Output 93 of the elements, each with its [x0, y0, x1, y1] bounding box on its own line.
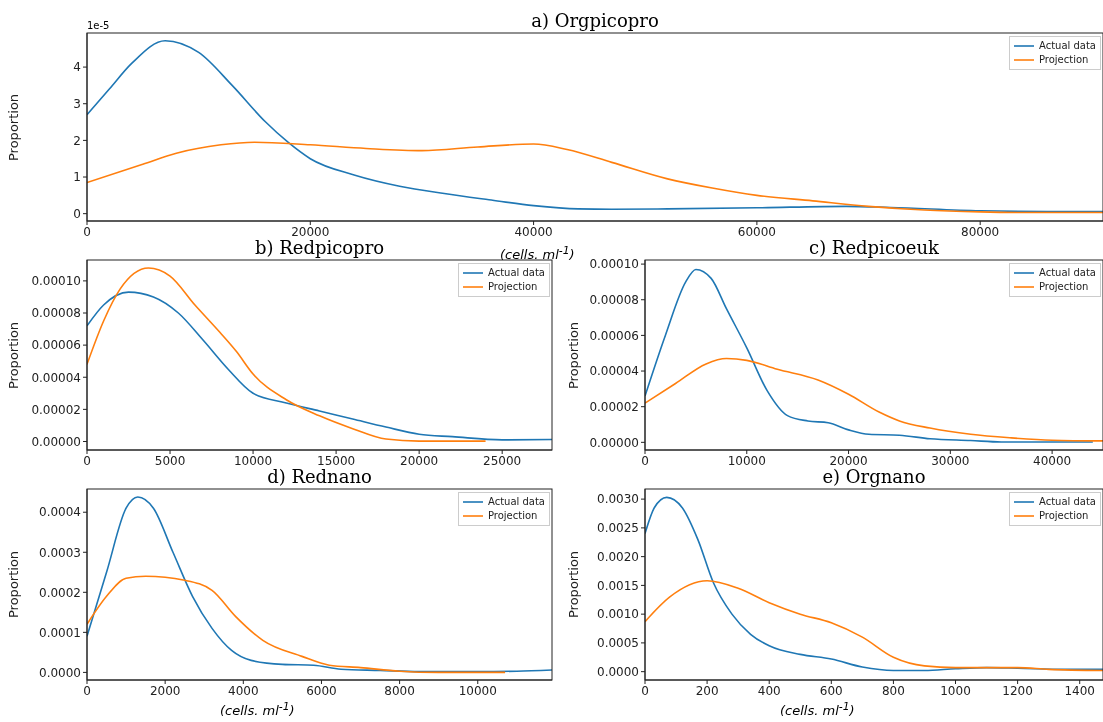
x-tick-label: 40000 [1033, 453, 1072, 468]
y-tick-label: 0.00004 [31, 370, 81, 385]
chart-title: b) Redpicopro [254, 237, 385, 258]
y-tick-label: 0.0001 [39, 625, 81, 640]
y-tick-label: 0.0020 [597, 549, 639, 564]
y-axis-title: Proportion [6, 320, 21, 391]
line-series [87, 39, 1103, 213]
y-tick-label: 0.00000 [589, 435, 639, 450]
line-series [645, 268, 1094, 443]
line-series [645, 496, 1103, 672]
y-tick-label: 4 [73, 60, 81, 75]
line-series [645, 357, 1103, 442]
y-tick-label: 0.0002 [39, 585, 81, 600]
legend-label: Projection [1038, 280, 1089, 294]
chart-title: a) Orgpicopro [531, 10, 659, 31]
x-tick-label: 20000 [291, 224, 330, 239]
y-tick-label: 0.0005 [597, 636, 639, 651]
x-tick-label: 8000 [384, 683, 415, 698]
x-axis-title: (cells. ml$^{-1}$) [220, 700, 295, 719]
x-tick-label: 10000 [458, 683, 497, 698]
x-tick-label: 60000 [737, 224, 776, 239]
text: 1e-5 [87, 20, 110, 31]
x-tick-label: 0 [641, 683, 649, 698]
x-axis-title: (cells. ml$^{-1}$) [500, 244, 575, 263]
y-axis-title: Proportion [566, 549, 581, 621]
line-series [87, 267, 487, 442]
line-series [645, 579, 1103, 672]
x-tick-label: 4000 [228, 683, 259, 698]
x-tick-label: 10000 [727, 453, 766, 468]
y-tick-label: 0.00008 [31, 306, 81, 321]
y-tick-label: 0.0010 [597, 607, 639, 622]
x-tick-label: 800 [881, 683, 905, 698]
chart-title: e) Orgnano [821, 466, 927, 487]
y-tick-label: 0.0015 [597, 578, 639, 593]
legend-label: Actual data [1038, 266, 1096, 280]
y-tick-label: 1 [73, 170, 81, 185]
x-tick-label: 0 [641, 453, 649, 468]
legend-label: Projection [1038, 53, 1089, 67]
line-series [87, 141, 1103, 214]
x-tick-label: 6000 [306, 683, 337, 698]
y-tick-label: 0.0000 [39, 665, 81, 680]
legend-label: Actual data [487, 495, 545, 509]
legend-label: Projection [1038, 509, 1089, 523]
x-tick-label: 2000 [149, 683, 181, 698]
y-tick-label: 0.00002 [31, 402, 81, 417]
x-tick-label: 600 [819, 683, 843, 698]
x-axis-title: (cells. ml$^{-1}$) [780, 700, 855, 719]
x-tick-label: 0 [83, 453, 91, 468]
x-tick-label: 40000 [514, 224, 553, 239]
x-tick-label: 30000 [931, 453, 970, 468]
y-tick-label: 0.00004 [589, 364, 639, 379]
x-tick-label: 1000 [940, 683, 971, 698]
y-tick-label: 0.00008 [589, 293, 639, 308]
x-tick-label: 80000 [961, 224, 1000, 239]
legend-label: Projection [487, 509, 538, 523]
x-tick-label: 5000 [154, 453, 186, 468]
y-tick-label: 3 [73, 96, 81, 111]
x-tick-label: 15000 [317, 453, 356, 468]
line-series [87, 496, 552, 673]
y-tick-label: 0.00000 [31, 434, 81, 449]
y-tick-label: 0 [73, 206, 81, 221]
x-tick-label: 20000 [400, 453, 439, 468]
y-tick-label: 0.00010 [31, 274, 81, 289]
x-tick-label: 0 [83, 224, 91, 239]
x-tick-label: 400 [757, 683, 781, 698]
chart-title: d) Rednano [266, 466, 373, 487]
x-tick-label: 20000 [829, 453, 868, 468]
y-tick-label: 0.00006 [31, 338, 81, 353]
y-tick-label: 0.0030 [597, 492, 639, 507]
line-series [87, 575, 506, 674]
y-tick-label: 0.00010 [589, 257, 639, 272]
legend-label: Actual data [487, 266, 545, 280]
legend-label: Projection [487, 280, 538, 294]
x-tick-label: 1200 [1002, 683, 1033, 698]
line-series [87, 291, 552, 441]
y-axis-title: Proportion [566, 321, 581, 389]
y-tick-label: 0.0025 [597, 521, 639, 536]
y-tick-label: 0.00002 [589, 399, 639, 414]
x-tick-label: 0 [83, 683, 91, 698]
x-tick-label: 10000 [233, 453, 273, 468]
y-tick-label: 0.0004 [39, 505, 81, 520]
y-tick-label: 0.0000 [597, 664, 639, 679]
y-tick-label: 0.0003 [39, 545, 81, 560]
x-tick-label: 1400 [1064, 683, 1095, 698]
y-tick-label: 2 [73, 133, 81, 148]
legend-label: Actual data [1038, 495, 1096, 509]
y-axis-title: Proportion [6, 92, 21, 163]
x-tick-label: 200 [695, 683, 719, 698]
y-axis-title: Proportion [6, 549, 21, 621]
chart-title: c) Redpicoeuk [808, 237, 940, 258]
y-tick-label: 0.00006 [589, 328, 639, 343]
x-tick-label: 25000 [483, 453, 522, 468]
legend-label: Actual data [1038, 39, 1096, 53]
